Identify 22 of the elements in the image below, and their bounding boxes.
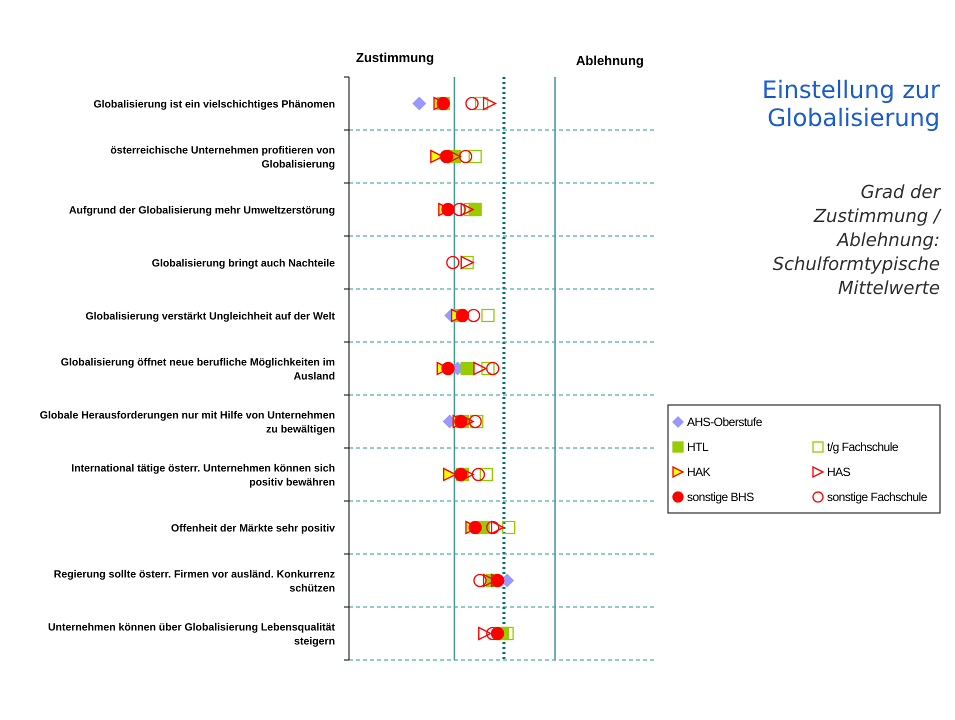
- y-tick-label: International tätige österr. Unternehmen können sich positiv bewähren: [71, 462, 335, 488]
- legend-label: sonstige BHS: [687, 490, 754, 504]
- legend-label: HTL: [687, 440, 709, 454]
- legend-label: HAK: [687, 465, 711, 479]
- text: Ablehnung: [576, 53, 644, 68]
- text: Zustimmung: [356, 50, 434, 65]
- legend-label: sonstige Fachschule: [827, 490, 928, 504]
- y-tick-label: Aufgrund der Globalisierung mehr Umweltzerstörung: [68, 204, 335, 216]
- y-tick-label: Globale Herausforderungen nur mit Hilfe von Unternehmen zu bewältigen: [40, 410, 335, 436]
- legend-label: AHS-Oberstufe: [687, 415, 763, 429]
- y-tick-label: Regierung sollte österr. Firmen vor ausländ. Konkurrenz schützen: [54, 568, 335, 594]
- y-tick-label: Offenheit der Märkte sehr positiv: [171, 522, 336, 534]
- legend-label: HAS: [827, 465, 851, 479]
- legend-label: t/g Fachschule: [827, 440, 899, 454]
- text: Grad der Zustimmung / Ablehnung: Schulformtypische Mittelwerte: [772, 182, 942, 299]
- y-tick-label: Unternehmen können über Globalisierung Lebensqualität steigern: [48, 622, 336, 648]
- y-tick-label: Globalisierung ist ein vielschichtiges Phänomen: [93, 98, 335, 110]
- y-tick-label: österreichische Unternehmen profitieren von Globalisierung: [110, 144, 335, 170]
- y-tick-label: Globalisierung verstärkt Ungleichheit auf der Welt: [85, 310, 336, 322]
- y-tick-label: Globalisierung bringt auch Nachteile: [152, 258, 336, 270]
- y-tick-label: Globalisierung öffnet neue berufliche Möglichkeiten im Ausland: [60, 356, 335, 382]
- text: Einstellung zur Globalisierung: [762, 76, 940, 132]
